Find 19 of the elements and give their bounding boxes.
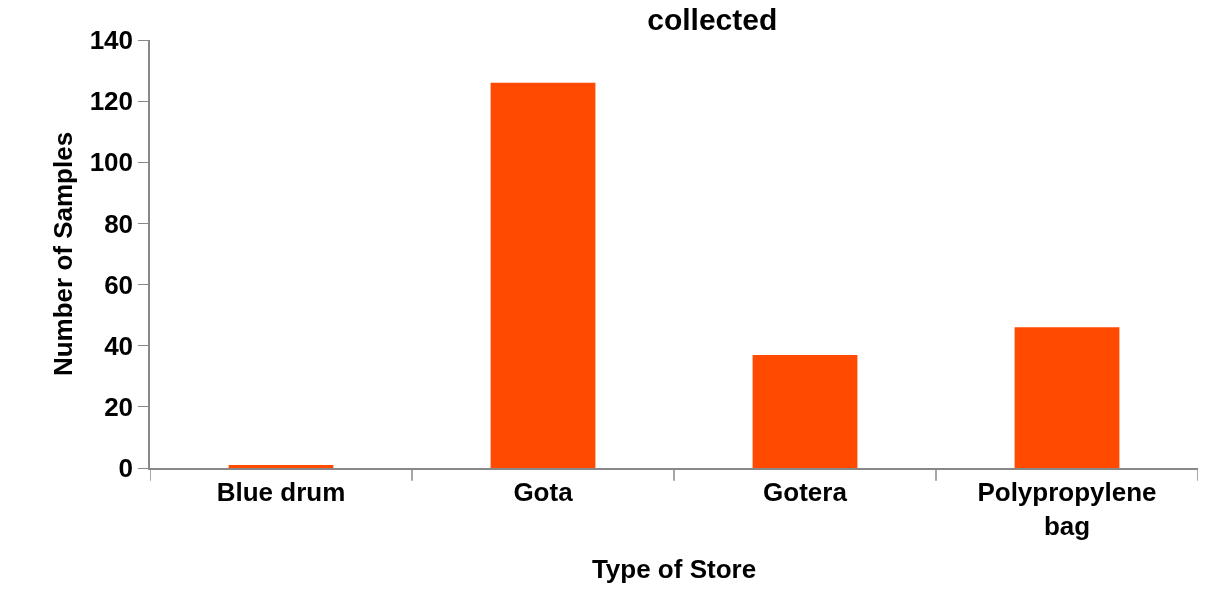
y-tick-label: 120 bbox=[89, 86, 134, 117]
x-tick-label: Polypropylene bag bbox=[977, 477, 1157, 541]
x-tick-label: Gotera bbox=[763, 477, 848, 508]
x-tick-label: Blue drum bbox=[216, 477, 346, 508]
bar bbox=[228, 464, 334, 468]
y-tick-label: 80 bbox=[104, 208, 134, 239]
y-tick-label: 40 bbox=[104, 330, 134, 361]
bar bbox=[752, 354, 858, 468]
x-tick-label: Gota bbox=[513, 477, 574, 508]
y-tick-label: 0 bbox=[118, 453, 134, 484]
y-tick-label: 100 bbox=[89, 147, 134, 178]
bar bbox=[1014, 327, 1120, 468]
chart-title: collected bbox=[647, 3, 778, 37]
y-tick-label: 140 bbox=[89, 25, 134, 56]
x-axis-title: Type of Store bbox=[591, 554, 757, 585]
y-tick-label: 60 bbox=[104, 269, 134, 300]
y-tick-label: 20 bbox=[104, 391, 134, 422]
bar bbox=[490, 82, 596, 468]
y-axis-title: Number of Samples bbox=[47, 131, 78, 377]
